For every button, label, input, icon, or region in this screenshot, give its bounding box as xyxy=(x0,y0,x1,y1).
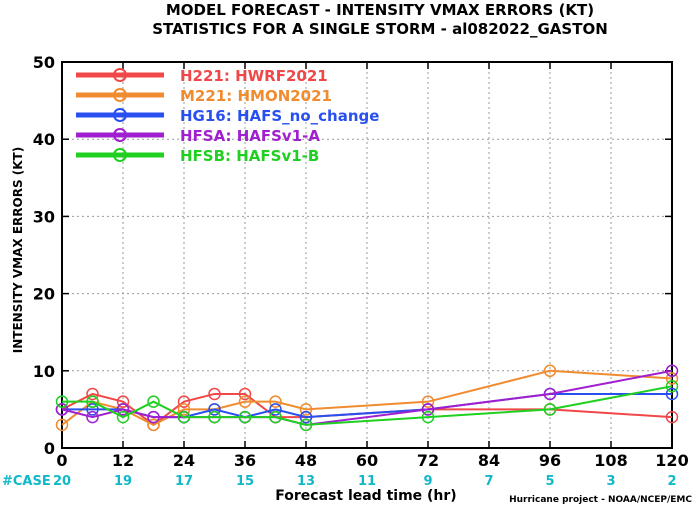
y-tick-label: 10 xyxy=(33,362,55,381)
data-point xyxy=(543,364,557,378)
case-count: 15 xyxy=(236,474,254,489)
axes: 0 12 24 36 48 60 72 84 96 108 120 0 10 20 30 40 50 xyxy=(33,53,689,470)
data-point xyxy=(299,410,313,424)
case-count: 17 xyxy=(175,474,193,489)
y-tick-label: 0 xyxy=(44,439,55,458)
data-point xyxy=(147,410,160,424)
data-point xyxy=(177,395,191,408)
x-tick-label: 12 xyxy=(112,451,134,470)
data-point xyxy=(177,403,191,416)
case-count: 5 xyxy=(545,474,554,489)
data-point xyxy=(299,418,313,432)
case-count: 13 xyxy=(297,474,315,489)
x-tick-label: 60 xyxy=(356,451,378,470)
legend-label: H221: HWRF2021 xyxy=(180,67,328,85)
data-point xyxy=(208,410,221,424)
legend-label: HFSB: HAFSv1-B xyxy=(180,147,319,165)
data-point xyxy=(543,403,557,416)
data-point xyxy=(177,410,191,424)
data-point xyxy=(269,410,282,424)
data-point xyxy=(269,403,282,416)
legend-marker xyxy=(113,68,127,82)
data-point xyxy=(116,410,130,424)
legend-entry-4: HFSA: HAFSv1-A xyxy=(76,127,320,145)
y-tick-label: 50 xyxy=(33,53,55,72)
x-tick-label: 36 xyxy=(234,451,256,470)
data-point xyxy=(208,403,221,416)
y-tick-label: 30 xyxy=(33,207,55,226)
data-point xyxy=(86,395,99,408)
chart-title-line1: MODEL FORECAST - INTENSITY VMAX ERRORS (… xyxy=(166,1,594,19)
data-point xyxy=(238,410,252,424)
case-count: 2 xyxy=(667,474,676,489)
y-axis-label: INTENSITY VMAX ERRORS (KT) xyxy=(11,147,25,353)
grid-lines xyxy=(62,62,672,448)
x-tick-label: 24 xyxy=(173,451,195,470)
y-tick-label: 40 xyxy=(33,130,55,149)
data-point xyxy=(86,403,99,416)
x-tick-label: 84 xyxy=(478,451,500,470)
data-point xyxy=(116,403,130,416)
data-point xyxy=(55,403,69,416)
y-tick-label: 20 xyxy=(33,285,55,304)
legend-marker xyxy=(113,88,127,102)
legend-marker xyxy=(113,128,127,142)
series-5 xyxy=(55,379,679,432)
data-point xyxy=(665,372,679,385)
data-point xyxy=(55,395,69,408)
data-point xyxy=(86,410,99,424)
data-point xyxy=(421,395,435,408)
data-point xyxy=(665,410,679,424)
data-point xyxy=(116,395,130,408)
legend-entry-2: M221: HMON2021 xyxy=(76,87,332,105)
data-point xyxy=(147,395,160,408)
legend-marker xyxy=(113,108,127,122)
case-count: 3 xyxy=(606,474,615,489)
series-layer xyxy=(55,364,679,432)
data-point xyxy=(86,387,99,401)
x-tick-label: 96 xyxy=(539,451,561,470)
legend-label: HG16: HAFS_no_change xyxy=(180,107,379,125)
case-label: #CASE xyxy=(2,474,51,489)
data-point xyxy=(208,387,221,401)
case-count: 19 xyxy=(114,474,132,489)
data-point xyxy=(665,387,679,401)
x-tick-label: 0 xyxy=(56,451,67,470)
case-count: 7 xyxy=(484,474,493,489)
data-point xyxy=(665,364,679,378)
data-point xyxy=(55,418,69,432)
data-point xyxy=(147,418,160,432)
legend-marker xyxy=(113,148,127,162)
legend-entry-1: H221: HWRF2021 xyxy=(76,67,328,85)
data-point xyxy=(543,387,557,401)
legend: H221: HWRF2021 M221: HMON2021 HG16: HAFS_n… xyxy=(76,67,379,165)
data-point xyxy=(665,379,679,393)
x-axis-label: Forecast lead time (hr) xyxy=(275,488,456,504)
legend-label: M221: HMON2021 xyxy=(180,87,332,105)
data-point xyxy=(421,410,435,424)
data-point xyxy=(299,403,313,416)
legend-label: HFSA: HAFSv1-A xyxy=(180,127,320,145)
case-count: 20 xyxy=(53,474,71,489)
data-point xyxy=(238,387,252,401)
case-count: 11 xyxy=(358,474,376,489)
case-count: 9 xyxy=(423,474,432,489)
legend-entry-5: HFSB: HAFSv1-B xyxy=(76,147,319,165)
x-tick-label: 108 xyxy=(594,451,627,470)
chart-title-line2: STATISTICS FOR A SINGLE STORM - al082022… xyxy=(152,20,608,38)
data-point xyxy=(269,395,282,408)
x-tick-label: 120 xyxy=(655,451,688,470)
credit-text: Hurricane project - NOAA/NCEP/EMC xyxy=(509,495,692,505)
x-tick-label: 72 xyxy=(417,451,439,470)
data-point xyxy=(238,395,252,408)
legend-entry-3: HG16: HAFS_no_change xyxy=(76,107,379,125)
x-tick-label: 48 xyxy=(295,451,317,470)
data-point xyxy=(421,403,435,416)
case-row: #CASE 20 19 17 15 13 11 9 7 5 3 2 xyxy=(2,474,677,489)
